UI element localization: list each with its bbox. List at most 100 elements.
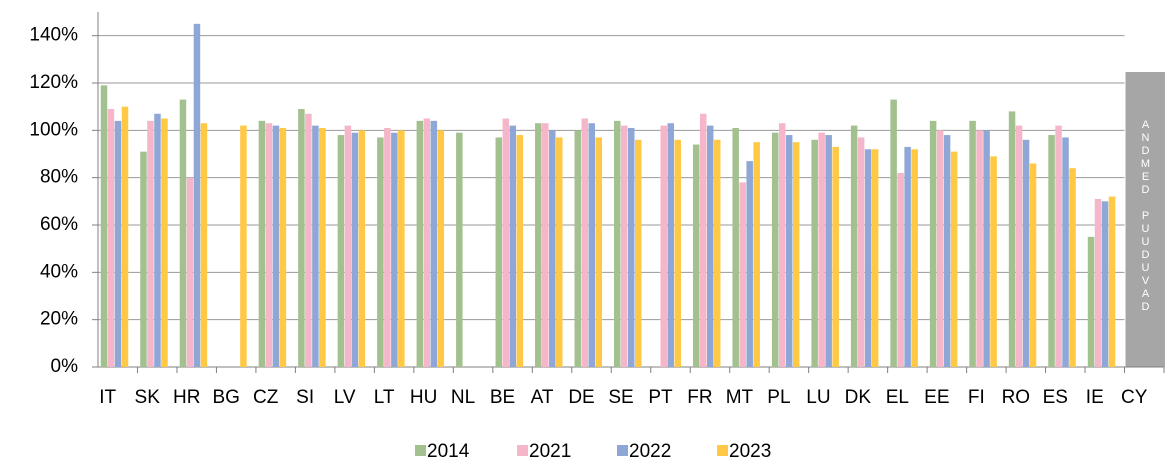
x-tick-label: CZ: [253, 387, 279, 408]
bar: [305, 113, 312, 368]
x-tick-label: CY: [1121, 387, 1148, 408]
bar: [1108, 196, 1116, 367]
bar: [660, 125, 667, 367]
legend-label: 2014: [427, 441, 470, 462]
x-tick-label: HR: [173, 387, 200, 408]
bar: [588, 123, 596, 367]
bar: [319, 127, 326, 367]
bar: [391, 132, 398, 367]
bar: [351, 132, 359, 367]
bar: [943, 135, 951, 367]
bar: [549, 130, 556, 367]
bar: [753, 142, 760, 367]
bar: [871, 149, 879, 367]
bar: [976, 130, 983, 367]
bar: [950, 151, 958, 367]
bar: [635, 139, 642, 367]
bar: [621, 125, 628, 367]
bar: [739, 182, 746, 367]
x-tick-label: PT: [648, 387, 673, 408]
y-tick-label: 140%: [29, 25, 78, 46]
bar: [574, 130, 582, 367]
x-tick-label: AT: [531, 387, 554, 408]
x-tick-label: LT: [374, 387, 395, 408]
bar: [535, 123, 542, 367]
bar: [140, 151, 147, 367]
bar: [785, 135, 793, 367]
bar: [1055, 125, 1062, 367]
bar: [1087, 236, 1095, 367]
bar: [265, 123, 273, 367]
bar: [713, 139, 721, 367]
x-tick-label: IT: [99, 387, 116, 408]
bar: [864, 149, 872, 367]
legend-swatch: [415, 445, 426, 456]
bar: [667, 123, 674, 367]
annotation: ANDMED PUUDUVAD: [1139, 118, 1152, 314]
x-tick-label: EL: [886, 387, 909, 408]
bar: [904, 146, 911, 367]
bar: [983, 130, 990, 367]
bar: [850, 125, 858, 367]
x-tick-label: NL: [451, 387, 475, 408]
legend-label: 2023: [729, 441, 771, 462]
y-tick-label: 20%: [40, 309, 78, 330]
legend-swatch: [617, 445, 628, 456]
bar: [732, 127, 739, 367]
y-tick-label: 80%: [40, 167, 78, 188]
bar: [746, 161, 753, 367]
bar: [581, 118, 589, 367]
bar: [384, 127, 391, 367]
bar: [377, 137, 384, 367]
bar: [1008, 111, 1016, 368]
x-tick-label: RO: [1002, 387, 1031, 408]
bar: [121, 106, 129, 368]
y-tick-label: 40%: [40, 261, 78, 282]
bar: [456, 132, 463, 367]
bar: [337, 135, 345, 367]
bar: [1069, 168, 1076, 367]
bar: [312, 125, 319, 367]
missing-data-box: [1125, 72, 1165, 367]
bar: [154, 113, 161, 368]
y-tick-label: 60%: [40, 214, 78, 235]
x-tick-label: IE: [1086, 387, 1104, 408]
bar: [542, 123, 549, 367]
bar: [279, 127, 287, 367]
bar: [398, 130, 405, 367]
bar: [430, 120, 438, 367]
bar: [186, 177, 194, 367]
bar: [114, 120, 122, 367]
bar: [969, 120, 976, 367]
bar: [502, 118, 510, 367]
legend-label: 2021: [529, 441, 571, 462]
bar: [936, 130, 944, 367]
bar: [911, 149, 918, 367]
bar: [495, 137, 503, 367]
bar: [358, 130, 366, 367]
bar: [147, 120, 154, 367]
y-tick-label: 100%: [29, 119, 78, 140]
bar: [1015, 125, 1023, 367]
legend-swatch: [517, 445, 528, 456]
bar: [556, 137, 563, 367]
x-tick-label: BE: [490, 387, 515, 408]
bar: [857, 137, 865, 367]
bar: [628, 127, 635, 367]
bar: [416, 120, 424, 367]
x-tick-label: LV: [334, 387, 356, 408]
bar: [1048, 135, 1055, 367]
bar: [509, 125, 517, 367]
bar: [200, 123, 208, 367]
x-tick-label: PL: [767, 387, 790, 408]
bar: [890, 99, 897, 368]
bar: [1062, 137, 1069, 367]
x-tick-label: LU: [806, 387, 830, 408]
bar: [811, 139, 818, 367]
bar: [179, 99, 187, 368]
bar: [771, 132, 779, 367]
bar: [674, 139, 681, 367]
bar: [706, 125, 714, 367]
x-tick-label: MT: [726, 387, 754, 408]
